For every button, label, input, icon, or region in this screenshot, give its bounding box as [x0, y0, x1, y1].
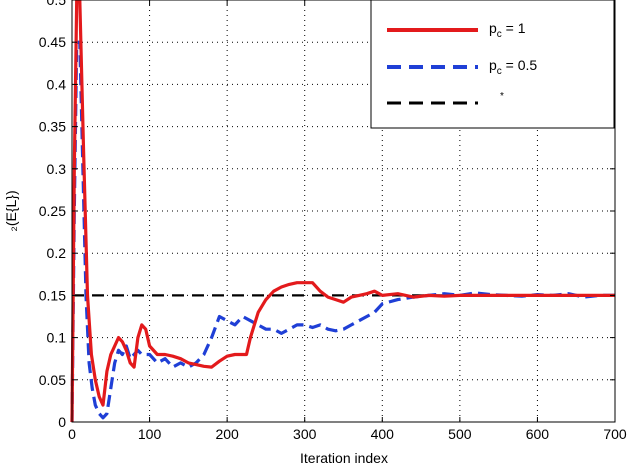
axis-ticks: 0 100 200 300 400 500 600 700 0 0.05 0.1 0.15 0.2 0.2… — [39, 0, 627, 442]
legend-label-pc1-val: = 1 — [502, 20, 526, 36]
legend-label-pc05: pc = 0.5 — [489, 57, 537, 77]
y-axis-label: ₂(E{L}) — [3, 190, 19, 231]
y-tick-label: 0.15 — [39, 287, 66, 303]
legend-label-pc1-sub: c — [497, 29, 502, 40]
legend-box — [370, 0, 615, 129]
x-tick-label: 100 — [138, 426, 162, 442]
series-line-0 — [70, 0, 615, 423]
legend-label-pc1-p: p — [489, 20, 497, 36]
y-tick-label: 0.1 — [47, 330, 67, 346]
x-tick-label: 300 — [293, 426, 317, 442]
x-tick-label: 400 — [371, 426, 395, 442]
y-tick-label: 0.05 — [39, 372, 66, 388]
x-tick-label: 700 — [603, 426, 627, 442]
x-tick-label: 500 — [448, 426, 472, 442]
y-tick-label: 0.3 — [47, 161, 67, 177]
x-tick-label: 600 — [526, 426, 550, 442]
y-tick-label: 0.5 — [47, 0, 67, 8]
x-axis-label: Iteration index — [300, 450, 388, 466]
legend-label-pc05-p: p — [489, 57, 497, 73]
legend-label-pc1: pc = 1 — [489, 20, 526, 40]
legend-label-star: * — [500, 91, 504, 102]
x-tick-label: 0 — [68, 426, 76, 442]
y-tick-label: 0.35 — [39, 119, 66, 135]
y-tick-label: 0.25 — [39, 203, 66, 219]
y-tick-label: 0.4 — [47, 76, 67, 92]
series-lines — [70, 0, 615, 423]
legend: pc = 1 pc = 0.5 * — [370, 0, 615, 129]
series-line-1 — [70, 40, 615, 423]
y-tick-label: 0.45 — [39, 34, 66, 50]
y-tick-label: 0 — [58, 414, 66, 430]
legend-label-pc05-val: = 0.5 — [502, 57, 538, 73]
y-tick-label: 0.2 — [47, 245, 67, 261]
x-tick-label: 200 — [215, 426, 239, 442]
legend-label-pc05-sub: c — [497, 66, 502, 77]
